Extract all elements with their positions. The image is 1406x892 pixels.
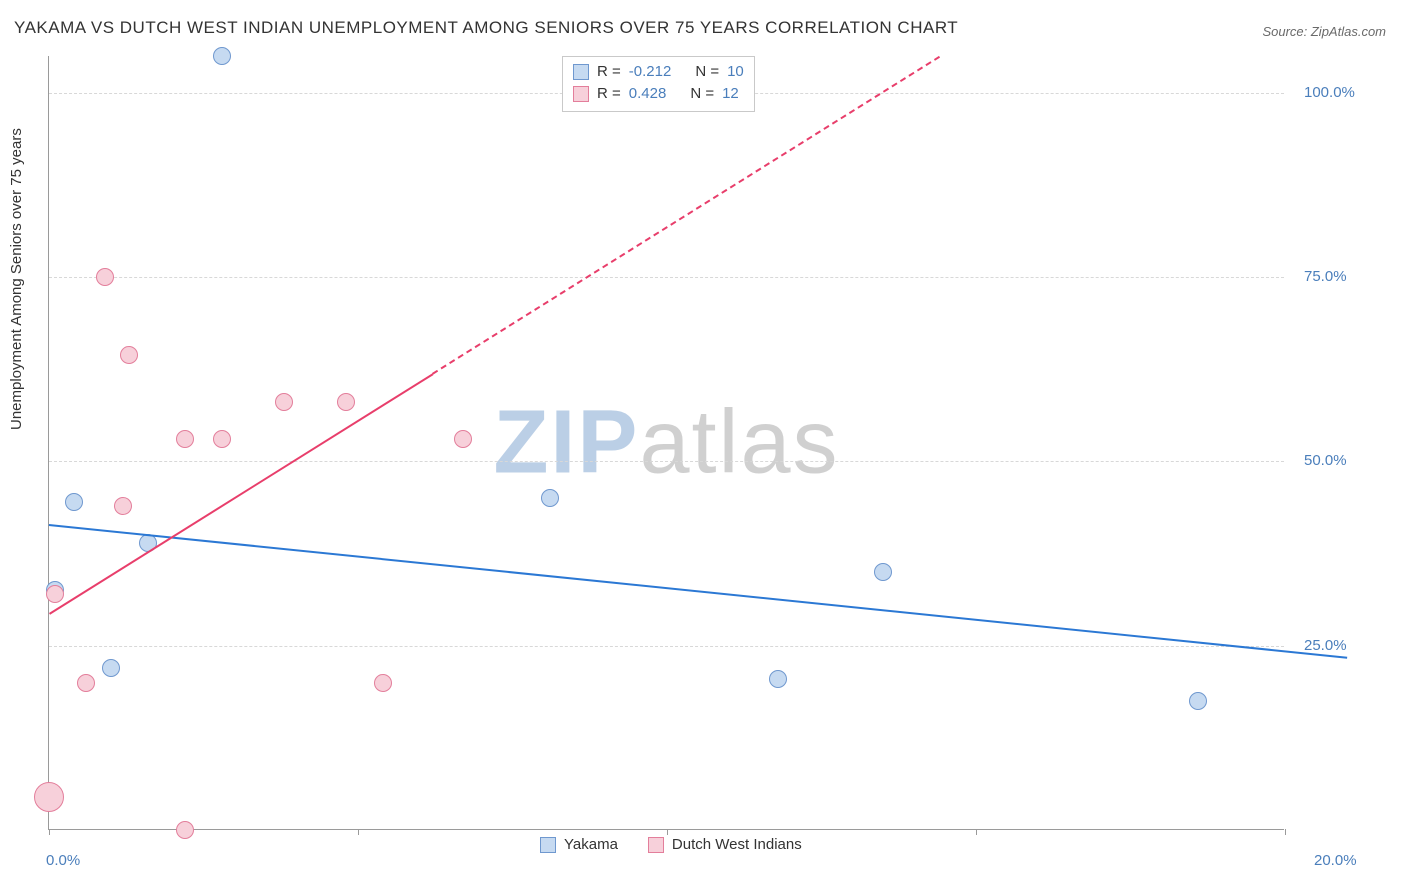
data-point (769, 670, 787, 688)
watermark: ZIPatlas (493, 391, 839, 494)
legend-swatch (648, 837, 664, 853)
stat-r-value: -0.212 (629, 61, 672, 83)
watermark-zip: ZIP (493, 392, 639, 492)
legend-swatch (573, 86, 589, 102)
data-point (374, 674, 392, 692)
legend-label: Yakama (564, 836, 618, 853)
gridline (49, 646, 1284, 647)
x-axis-label-right: 20.0% (1314, 852, 1357, 869)
stat-n-value: 10 (727, 61, 744, 83)
data-point (176, 430, 194, 448)
scatter-plot-area: ZIPatlas (48, 56, 1284, 830)
data-point (337, 393, 355, 411)
trend-line (49, 524, 1347, 659)
data-point (120, 346, 138, 364)
x-tick (1285, 829, 1286, 835)
legend-swatch (540, 837, 556, 853)
data-point (541, 489, 559, 507)
source-attribution: Source: ZipAtlas.com (1262, 24, 1386, 39)
trend-line (49, 373, 433, 614)
gridline (49, 461, 1284, 462)
legend-item: Dutch West Indians (648, 836, 802, 853)
x-tick (976, 829, 977, 835)
data-point (114, 497, 132, 515)
watermark-atlas: atlas (639, 392, 839, 492)
stat-r-label: R = (597, 83, 621, 105)
data-point (176, 821, 194, 839)
y-axis-label: Unemployment Among Seniors over 75 years (8, 128, 25, 430)
legend-label: Dutch West Indians (672, 836, 802, 853)
stat-r-value: 0.428 (629, 83, 667, 105)
stat-n-label: N = (695, 61, 719, 83)
data-point (213, 430, 231, 448)
data-point (34, 782, 64, 812)
stat-n-value: 12 (722, 83, 739, 105)
x-tick (358, 829, 359, 835)
y-tick-label: 75.0% (1304, 268, 1347, 285)
data-point (1189, 692, 1207, 710)
data-point (65, 493, 83, 511)
data-point (46, 585, 64, 603)
data-point (874, 563, 892, 581)
gridline (49, 277, 1284, 278)
correlation-legend-row: R = 0.428 N = 12 (573, 83, 744, 105)
x-tick (49, 829, 50, 835)
x-tick (667, 829, 668, 835)
correlation-legend-row: R = -0.212 N = 10 (573, 61, 744, 83)
y-tick-label: 25.0% (1304, 637, 1347, 654)
chart-title: YAKAMA VS DUTCH WEST INDIAN UNEMPLOYMENT… (14, 18, 958, 38)
y-tick-label: 50.0% (1304, 452, 1347, 469)
correlation-legend: R =-0.212N =10R =0.428N =12 (562, 56, 755, 112)
legend-swatch (573, 64, 589, 80)
y-tick-label: 100.0% (1304, 84, 1355, 101)
data-point (77, 674, 95, 692)
legend-item: Yakama (540, 836, 618, 853)
data-point (96, 268, 114, 286)
stat-r-label: R = (597, 61, 621, 83)
x-axis-label-left: 0.0% (46, 852, 80, 869)
stat-n-label: N = (690, 83, 714, 105)
data-point (454, 430, 472, 448)
series-legend: Yakama Dutch West Indians (540, 836, 802, 853)
data-point (213, 47, 231, 65)
data-point (102, 659, 120, 677)
data-point (275, 393, 293, 411)
